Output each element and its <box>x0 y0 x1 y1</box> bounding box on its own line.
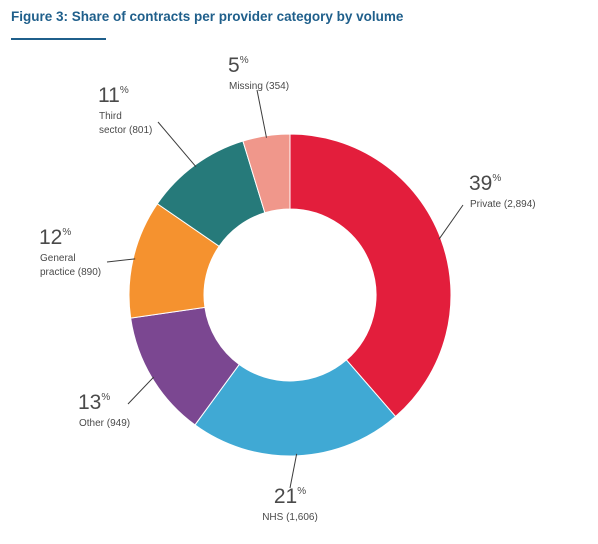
title-underline <box>11 38 106 40</box>
percent-label: 11% <box>98 84 129 107</box>
leader-line-nhs <box>289 453 298 489</box>
slice-label-private: 39% Private (2,894) <box>469 172 536 210</box>
slice-label-missing: 5% Missing (354) <box>228 54 289 92</box>
percent-label: 39% <box>469 172 501 195</box>
category-label-line: practice (890) <box>40 267 101 278</box>
slice-label-general-practice: 12% General practice (890) <box>39 226 101 278</box>
percent-label: 21% <box>274 485 306 508</box>
slice-label-other: 13% Other (949) <box>78 391 130 429</box>
leader-line-third-sector <box>157 121 197 168</box>
category-label-line: Private (2,894) <box>470 199 536 210</box>
category-label-line: Missing (354) <box>229 81 289 92</box>
slice-label-third-sector: 11% Third sector (801) <box>98 84 152 136</box>
leader-line-other <box>127 376 155 405</box>
category-label-line: General <box>40 253 76 264</box>
leader-line-missing <box>256 89 267 138</box>
percent-label: 13% <box>78 391 110 414</box>
category-label-line: sector (801) <box>99 125 152 136</box>
leader-line-private <box>438 204 464 240</box>
category-label-line: Other (949) <box>79 418 130 429</box>
category-label-line: NHS (1,606) <box>262 512 318 523</box>
slice-label-nhs: 21% NHS (1,606) <box>262 485 318 523</box>
leader-line-general-practice <box>106 258 136 263</box>
figure-title: Figure 3: Share of contracts per provide… <box>11 9 404 24</box>
category-label-line: Third <box>99 111 122 122</box>
slice-missing <box>242 133 291 214</box>
percent-label: 12% <box>39 226 71 249</box>
percent-label: 5% <box>228 54 249 77</box>
slice-nhs <box>194 359 397 457</box>
slice-private <box>289 133 452 418</box>
